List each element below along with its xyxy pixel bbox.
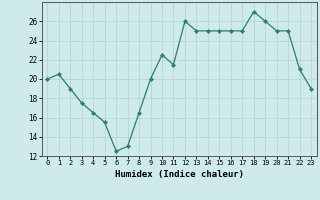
X-axis label: Humidex (Indice chaleur): Humidex (Indice chaleur) bbox=[115, 170, 244, 179]
